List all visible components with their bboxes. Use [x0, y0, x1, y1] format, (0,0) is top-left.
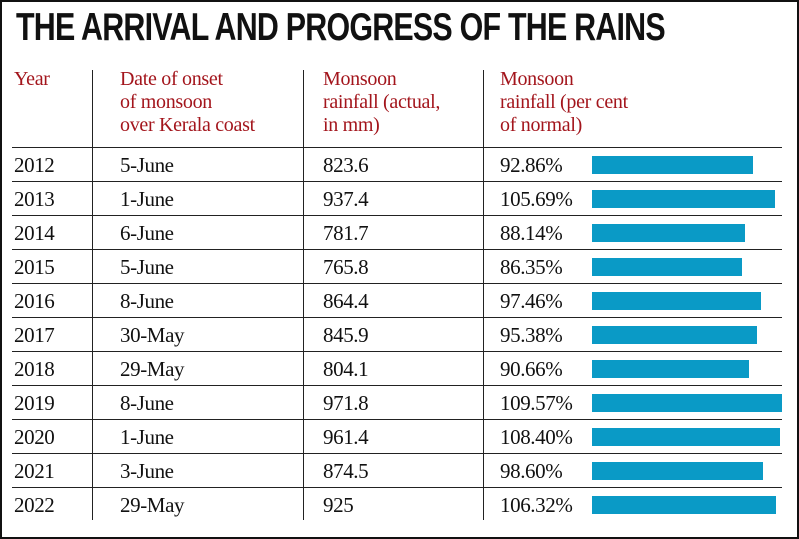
percent-bar: [592, 292, 761, 310]
header-line: Date of onset: [120, 68, 223, 90]
onset-cell: 1-June: [120, 425, 174, 449]
percent-bar: [592, 394, 782, 412]
year-cell: 2013: [14, 187, 55, 211]
year-cell: 2012: [14, 153, 55, 177]
percent-cell: 106.32%: [500, 493, 573, 517]
percent-cell: 98.60%: [500, 459, 563, 483]
year-cell: 2014: [14, 221, 55, 245]
percent-bar: [592, 496, 777, 514]
row-divider: [12, 283, 782, 284]
onset-cell: 3-June: [120, 459, 174, 483]
rainfall-cell: 781.7: [323, 221, 369, 245]
header-year: Year: [14, 68, 50, 90]
percent-bar: [592, 156, 754, 174]
year-cell: 2021: [14, 459, 55, 483]
onset-cell: 1-June: [120, 187, 174, 211]
rainfall-cell: 937.4: [323, 187, 369, 211]
onset-cell: 5-June: [120, 255, 174, 279]
header-line: rainfall (actual,: [323, 91, 441, 113]
onset-cell: 29-May: [120, 493, 185, 517]
rainfall-cell: 864.4: [323, 289, 369, 313]
header-line: Monsoon: [500, 68, 574, 90]
row-divider: [12, 181, 782, 182]
percent-cell: 108.40%: [500, 425, 573, 449]
row-divider: [12, 351, 782, 352]
row-divider: [12, 215, 782, 216]
percent-bar: [592, 462, 763, 480]
header-onset: Date of onset of monsoon over Kerala coa…: [120, 68, 255, 137]
rainfall-cell: 823.6: [323, 153, 369, 177]
rainfall-cell: 971.8: [323, 391, 369, 415]
rainfall-cell: 845.9: [323, 323, 369, 347]
year-cell: 2016: [14, 289, 55, 313]
row-divider: [12, 147, 782, 148]
percent-cell: 95.38%: [500, 323, 563, 347]
percent-bar: [592, 190, 776, 208]
column-divider: [303, 70, 304, 520]
row-divider: [12, 317, 782, 318]
header-line: Monsoon: [323, 68, 397, 90]
year-cell: 2015: [14, 255, 55, 279]
onset-cell: 6-June: [120, 221, 174, 245]
percent-cell: 92.86%: [500, 153, 563, 177]
year-cell: 2018: [14, 357, 55, 381]
column-divider: [483, 70, 484, 520]
percent-bar: [592, 326, 758, 344]
percent-cell: 105.69%: [500, 187, 573, 211]
percent-cell: 86.35%: [500, 255, 563, 279]
onset-cell: 8-June: [120, 391, 174, 415]
percent-bar: [592, 428, 780, 446]
percent-cell: 109.57%: [500, 391, 573, 415]
rainfall-cell: 804.1: [323, 357, 369, 381]
onset-cell: 5-June: [120, 153, 174, 177]
row-divider: [12, 453, 782, 454]
header-rainfall: Monsoon rainfall (actual, in mm): [323, 68, 440, 137]
row-divider: [12, 487, 782, 488]
percent-bar: [592, 258, 742, 276]
onset-cell: 30-May: [120, 323, 185, 347]
header-line: in mm): [323, 114, 380, 136]
header-line: rainfall (per cent: [500, 91, 628, 113]
year-cell: 2019: [14, 391, 55, 415]
header-percent: Monsoon rainfall (per cent of normal): [500, 68, 628, 137]
row-divider: [12, 419, 782, 420]
rainfall-cell: 961.4: [323, 425, 369, 449]
header-line: of normal): [500, 114, 582, 136]
column-divider: [92, 70, 93, 520]
header-line: of monsoon: [120, 91, 213, 113]
onset-cell: 8-June: [120, 289, 174, 313]
header-line: over Kerala coast: [120, 114, 255, 136]
rainfall-cell: 765.8: [323, 255, 369, 279]
percent-bar: [592, 360, 750, 378]
year-cell: 2022: [14, 493, 55, 517]
row-divider: [12, 249, 782, 250]
year-cell: 2020: [14, 425, 55, 449]
onset-cell: 29-May: [120, 357, 185, 381]
percent-bar: [592, 224, 745, 242]
page-title: THE ARRIVAL AND PROGRESS OF THE RAINS: [16, 6, 666, 49]
rainfall-cell: 874.5: [323, 459, 369, 483]
row-divider: [12, 385, 782, 386]
year-cell: 2017: [14, 323, 55, 347]
percent-cell: 97.46%: [500, 289, 563, 313]
rainfall-cell: 925: [323, 493, 354, 517]
percent-cell: 90.66%: [500, 357, 563, 381]
percent-cell: 88.14%: [500, 221, 563, 245]
